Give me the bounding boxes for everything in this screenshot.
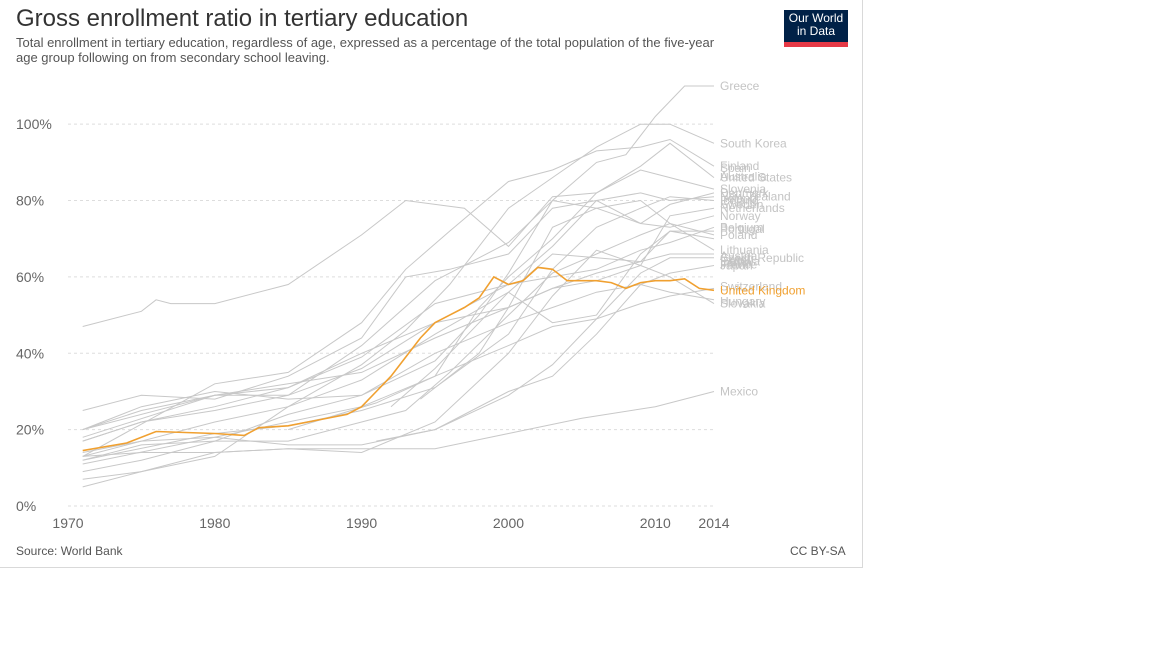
series-label-austria[interactable]: Austria: [720, 249, 758, 263]
y-tick-label: 80%: [16, 193, 44, 209]
series-label-mexico[interactable]: Mexico: [720, 384, 758, 398]
series-label-australia[interactable]: Australia: [720, 169, 767, 183]
series-label-switzerland[interactable]: Switzerland: [720, 279, 782, 293]
series-label-estonia[interactable]: Estonia: [720, 255, 760, 269]
x-tick-label: 2000: [493, 515, 524, 531]
y-tick-label: 40%: [16, 345, 44, 361]
series-label-new-zealand[interactable]: New Zealand: [720, 190, 791, 204]
series-line-estonia[interactable]: [390, 230, 715, 408]
y-tick-label: 100%: [16, 116, 52, 132]
series-label-lithuania[interactable]: Lithuania: [720, 243, 769, 257]
series-label-greece[interactable]: Greece: [720, 79, 760, 93]
logo-line-2: in Data: [796, 24, 836, 38]
x-tick-label: 1980: [199, 515, 230, 531]
series-label-japan[interactable]: Japan: [720, 258, 753, 272]
series-line-hungary[interactable]: [82, 249, 715, 457]
series-label-belgium[interactable]: Belgium: [720, 220, 763, 234]
series-line-netherlands[interactable]: [82, 207, 715, 431]
logo-accent-bar: [784, 42, 848, 47]
line-chart: 0% 20% 40% 60% 80% 100% 1970 1980 1990 2000 2010 20…: [16, 79, 805, 531]
series-label-ireland[interactable]: Ireland: [720, 192, 757, 206]
series-line-iceland[interactable]: [82, 196, 715, 461]
series-line-slovakia[interactable]: [376, 283, 715, 442]
series-label-denmark[interactable]: Denmark: [720, 186, 770, 200]
series-line-united-states[interactable]: [82, 142, 715, 327]
series-line-israel[interactable]: [82, 253, 714, 431]
series-label-portugal[interactable]: Portugal: [720, 222, 765, 236]
series-label-iceland[interactable]: Iceland: [720, 194, 759, 208]
x-tick-label: 2014: [698, 515, 729, 531]
chart-subtitle: Total enrollment in tertiary education, …: [16, 35, 715, 65]
series-label-czech-republic[interactable]: Czech Republic: [720, 251, 804, 265]
series-label-israel[interactable]: Israel: [720, 253, 749, 267]
series-line-greece[interactable]: [82, 85, 714, 473]
series-label-united-states[interactable]: United States: [720, 171, 792, 185]
series-lines: [82, 85, 715, 488]
axis-labels: 0% 20% 40% 60% 80% 100% 1970 1980 1990 2000 2010 20…: [16, 116, 730, 531]
series-label-finland[interactable]: Finland: [720, 159, 759, 173]
series-label-france[interactable]: France: [720, 258, 758, 272]
series-line-south-korea[interactable]: [82, 123, 715, 480]
x-tick-label: 2010: [640, 515, 671, 531]
series-line-austria[interactable]: [82, 230, 714, 457]
owid-logo[interactable]: Our World in Data: [784, 10, 848, 47]
license-note[interactable]: CC BY-SA: [790, 544, 846, 558]
chart-card: Gross enrollment ratio in tertiary educa…: [0, 0, 863, 568]
y-tick-label: 60%: [16, 269, 44, 285]
series-label-united-kingdom[interactable]: United Kingdom: [720, 283, 805, 297]
series-label-south-korea[interactable]: South Korea: [720, 136, 787, 150]
series-line-czech-republic[interactable]: [82, 257, 714, 465]
series-label-poland[interactable]: Poland: [720, 228, 757, 242]
series-line-finland[interactable]: [82, 138, 715, 457]
logo-line-1: Our World: [788, 11, 844, 25]
y-tick-label: 20%: [16, 422, 44, 438]
x-tick-label: 1970: [52, 515, 83, 531]
series-line-new-zealand[interactable]: [82, 192, 715, 411]
series-label-slovenia[interactable]: Slovenia: [720, 182, 766, 196]
series-line-belgium[interactable]: [82, 226, 715, 442]
chart-title: Gross enrollment ratio in tertiary educa…: [16, 5, 469, 32]
series-line-united-kingdom[interactable]: [82, 266, 715, 452]
series-label-hungary[interactable]: Hungary: [720, 295, 765, 309]
series-line-poland[interactable]: [82, 222, 715, 461]
series-line-switzerland[interactable]: [82, 287, 715, 453]
series-line-slovenia[interactable]: [288, 169, 715, 431]
series-label-slovakia[interactable]: Slovakia: [720, 297, 766, 311]
series-label-sweden[interactable]: Sweden: [720, 197, 763, 211]
series-line-norway[interactable]: [82, 199, 715, 442]
series-label-norway[interactable]: Norway: [720, 209, 761, 223]
series-line-lithuania[interactable]: [420, 199, 715, 400]
x-tick-label: 1990: [346, 515, 377, 531]
series-label-spain[interactable]: Spain: [720, 161, 751, 175]
series-label-netherlands[interactable]: Netherlands: [720, 201, 785, 215]
series-label-latvia[interactable]: Latvia: [720, 255, 752, 269]
series-line-mexico[interactable]: [82, 391, 715, 488]
y-tick-label: 0%: [16, 498, 36, 514]
source-note[interactable]: Source: World Bank: [16, 544, 123, 558]
